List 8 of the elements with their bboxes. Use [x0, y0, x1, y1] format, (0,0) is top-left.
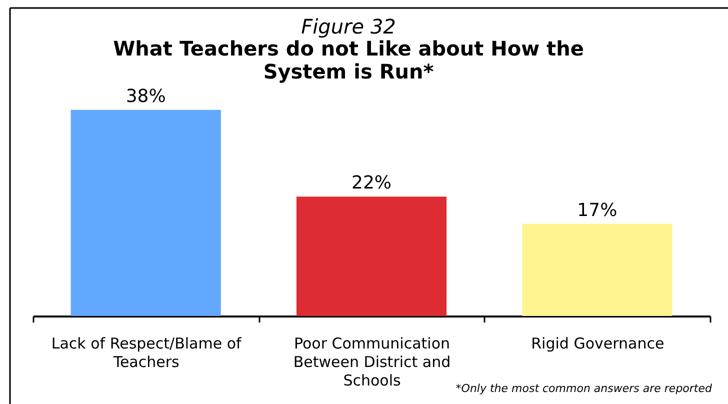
- chart-subtitle: Figure 32: [301, 14, 396, 38]
- x-tick-label: Lack of Respect/Blame of Teachers: [51, 334, 242, 371]
- x-tick-label: Rigid Governance: [531, 334, 664, 352]
- data-label: 17%: [577, 200, 618, 221]
- text: *Only the most common answers are reported: [456, 382, 714, 395]
- data-label: 38%: [126, 86, 166, 107]
- data-label: 22%: [351, 172, 392, 194]
- x-tick-label: Poor Communication Between District and Schools: [293, 334, 451, 390]
